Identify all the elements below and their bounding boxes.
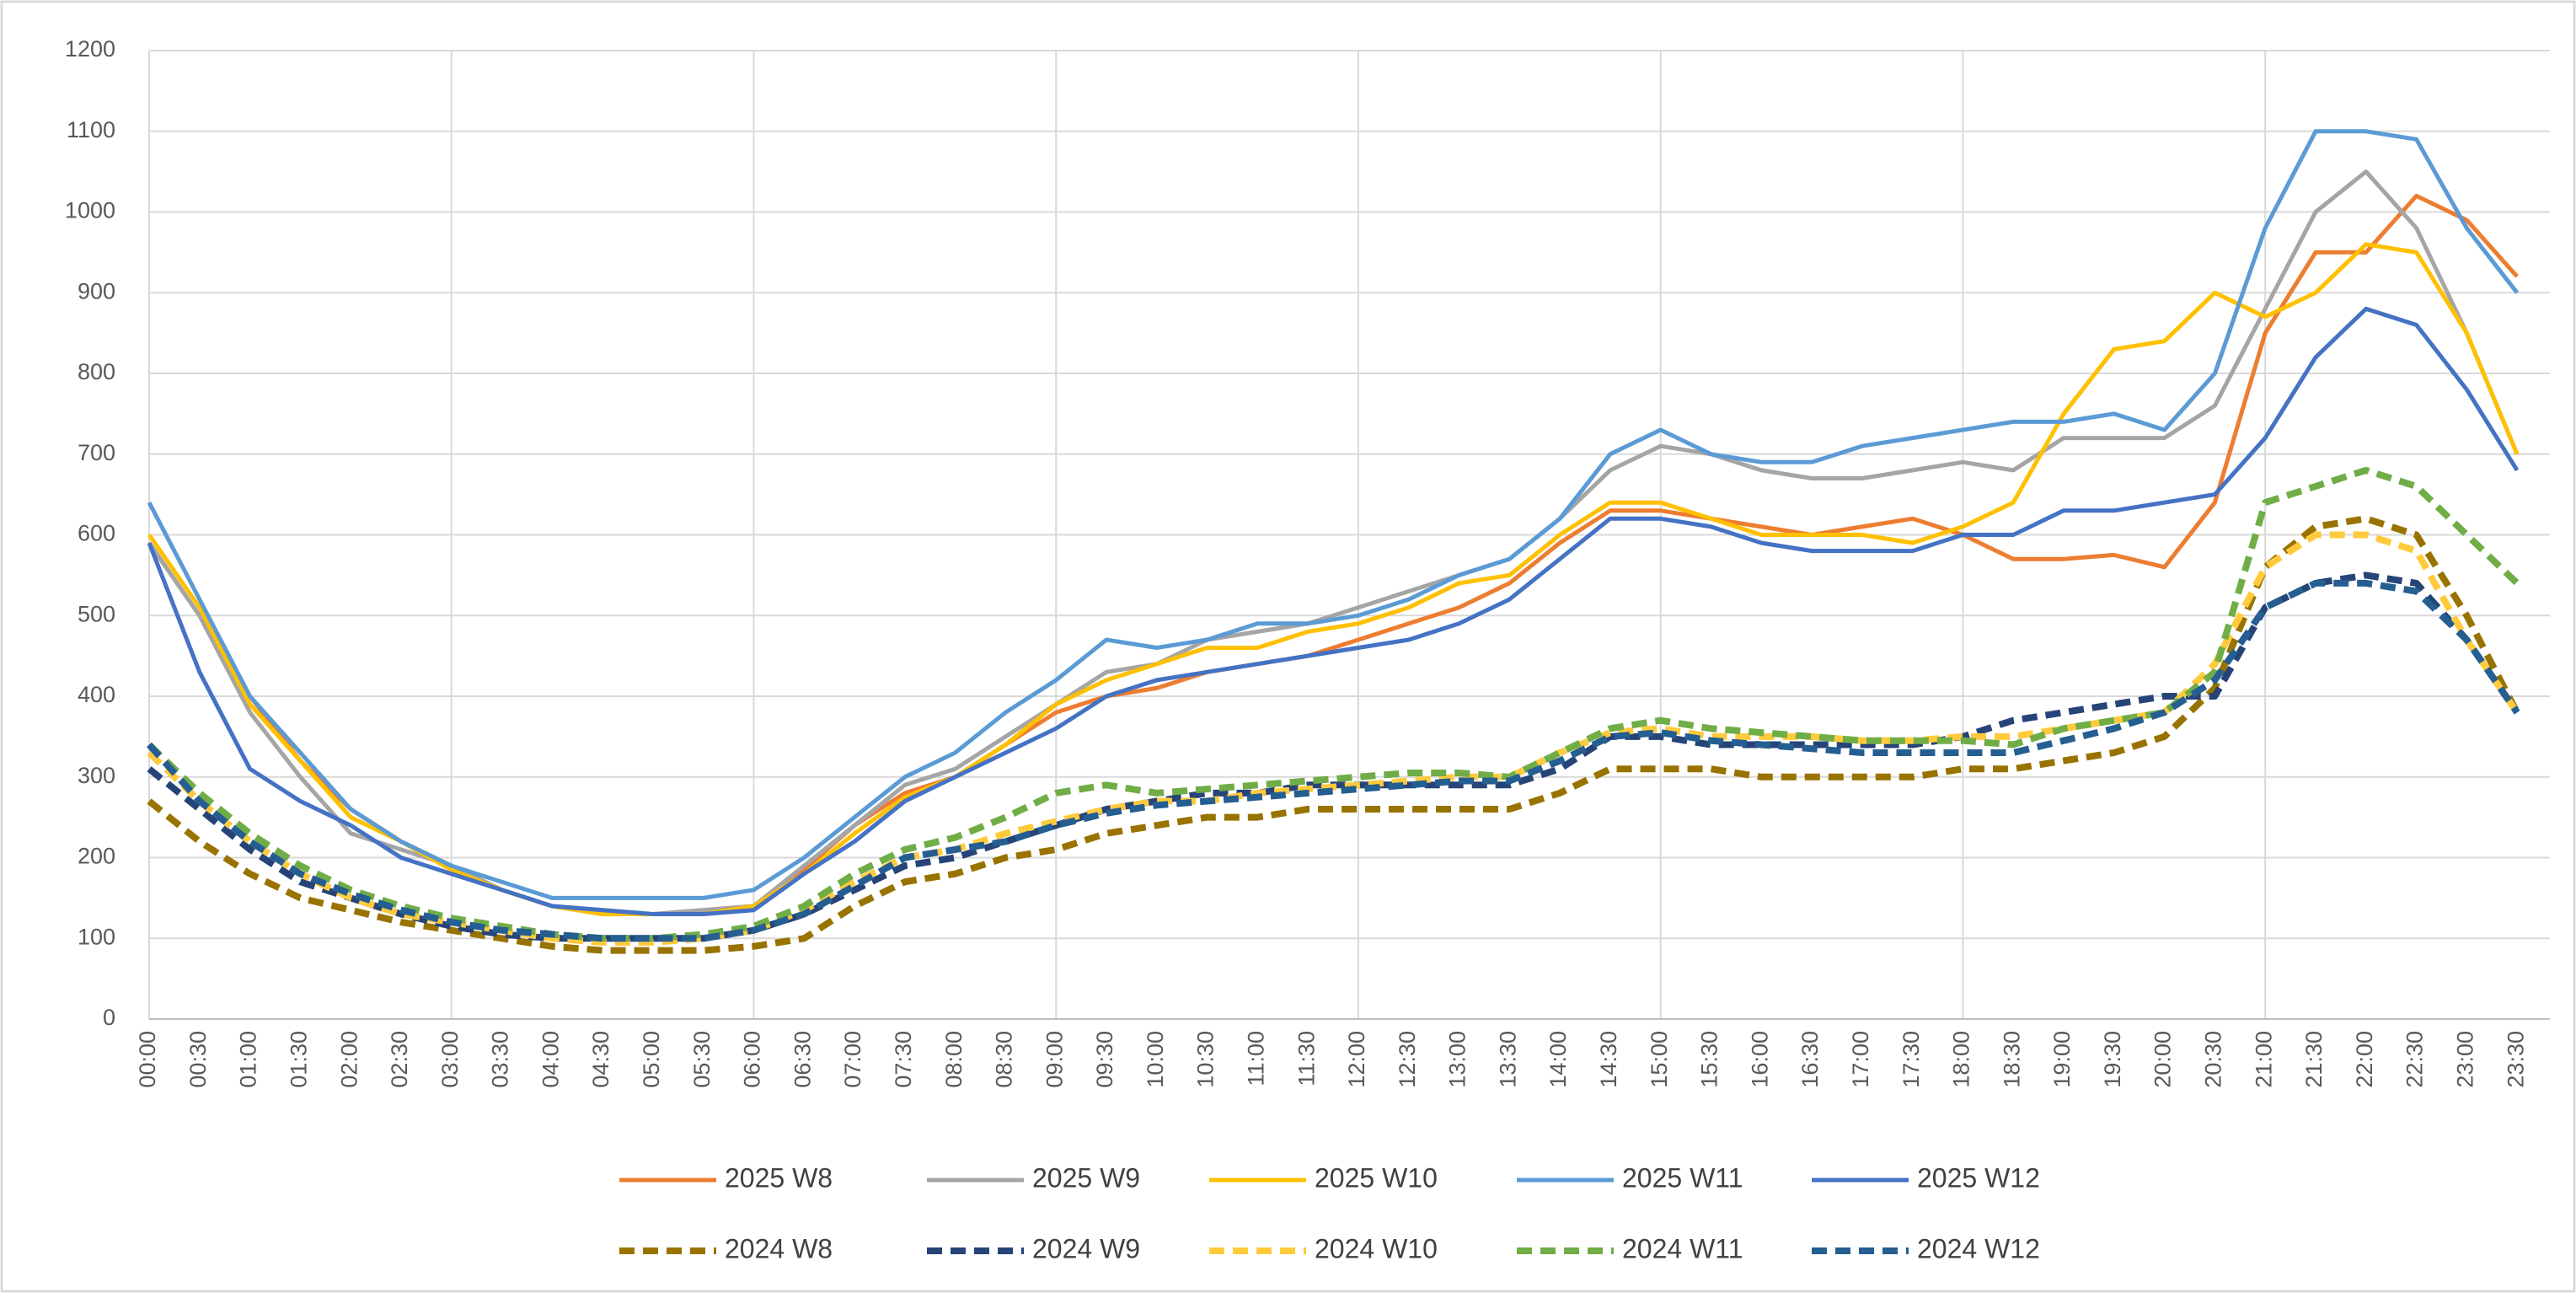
x-tick-label: 15:00 <box>1647 1031 1672 1088</box>
legend-label: 2025 W12 <box>1917 1162 2040 1193</box>
x-tick-label: 01:00 <box>236 1031 261 1088</box>
legend-label: 2025 W8 <box>725 1162 833 1193</box>
x-tick-label: 14:30 <box>1596 1031 1621 1088</box>
x-tick-label: 05:30 <box>689 1031 715 1088</box>
x-tick-label: 02:30 <box>387 1031 412 1088</box>
x-tick-label: 21:30 <box>2301 1031 2327 1088</box>
y-tick-label: 700 <box>78 440 115 465</box>
x-tick-label: 10:30 <box>1193 1031 1218 1088</box>
y-tick-label: 0 <box>103 1005 115 1030</box>
x-tick-label: 01:30 <box>286 1031 311 1088</box>
x-tick-label: 10:00 <box>1143 1031 1168 1088</box>
x-tick-label: 13:30 <box>1495 1031 1520 1088</box>
x-tick-label: 09:00 <box>1042 1031 1067 1088</box>
y-tick-label: 300 <box>78 763 115 788</box>
legend-label: 2025 W9 <box>1032 1162 1140 1193</box>
series-line <box>147 579 2520 942</box>
y-tick-label: 400 <box>78 682 115 707</box>
x-tick-label: 22:00 <box>2352 1031 2377 1088</box>
x-tick-label: 04:00 <box>538 1031 563 1088</box>
y-tick-label: 600 <box>78 521 115 546</box>
x-tick-label: 16:00 <box>1747 1031 1772 1088</box>
x-tick-label: 18:00 <box>1949 1031 1974 1088</box>
x-tick-label: 20:30 <box>2201 1031 2226 1088</box>
series-line <box>147 129 2520 900</box>
x-tick-label: 14:00 <box>1545 1031 1571 1088</box>
x-tick-label: 07:00 <box>840 1031 865 1088</box>
y-tick-label: 100 <box>78 924 115 949</box>
x-tick-label: 07:30 <box>891 1031 916 1088</box>
series-line <box>147 306 2520 916</box>
y-tick-label: 200 <box>78 844 115 869</box>
y-tick-label: 500 <box>78 601 115 626</box>
series-line <box>147 515 2520 954</box>
x-tick-label: 20:00 <box>2150 1031 2176 1088</box>
legend: 2025 W8 2025 W9 2025 W10 2025 W11 2025 W12 20… <box>619 1162 2040 1263</box>
x-tick-label: 12:30 <box>1395 1031 1420 1088</box>
y-tick-label: 800 <box>78 359 115 384</box>
x-tick-label: 08:00 <box>941 1031 967 1088</box>
x-tick-label: 08:30 <box>992 1031 1017 1088</box>
x-tick-label: 16:30 <box>1797 1031 1823 1088</box>
x-tick-label: 06:00 <box>740 1031 765 1088</box>
legend-label: 2024 W12 <box>1917 1233 2040 1263</box>
y-tick-label: 900 <box>78 278 115 303</box>
x-tick-label: 19:00 <box>2049 1031 2075 1088</box>
x-tick-label: 04:30 <box>588 1031 613 1088</box>
x-tick-label: 17:00 <box>1848 1031 1873 1088</box>
x-tick-label: 03:30 <box>488 1031 513 1088</box>
legend-label: 2024 W9 <box>1032 1233 1140 1263</box>
legend-label: 2024 W8 <box>725 1233 833 1263</box>
x-tick-label: 13:00 <box>1445 1031 1470 1088</box>
x-tick-label: 02:00 <box>336 1031 361 1088</box>
x-tick-label: 06:30 <box>790 1031 815 1088</box>
legend-label: 2025 W11 <box>1622 1162 1743 1193</box>
x-tick-label: 22:30 <box>2402 1031 2428 1088</box>
y-tick-label: 1000 <box>65 198 115 223</box>
x-tick-label: 23:30 <box>2503 1031 2528 1088</box>
x-tick-label: 12:00 <box>1344 1031 1369 1088</box>
y-tick-label: 1100 <box>67 117 115 142</box>
x-tick-label: 17:30 <box>1899 1031 1924 1088</box>
x-tick-label: 00:30 <box>185 1031 211 1088</box>
legend-label: 2024 W11 <box>1622 1233 1743 1263</box>
x-tick-label: 19:30 <box>2100 1031 2125 1088</box>
x-tick-label: 11:30 <box>1293 1031 1319 1086</box>
x-tick-label: 00:00 <box>135 1031 160 1088</box>
legend-label: 2025 W10 <box>1315 1162 1438 1193</box>
legend-label: 2024 W10 <box>1315 1233 1438 1263</box>
x-axis: 00:00 00:30 01:00 01:30 02:00 02:30 03:00 03:30… <box>135 1031 2528 1088</box>
lines <box>147 129 2520 954</box>
x-tick-label: 18:30 <box>1999 1031 2024 1088</box>
y-tick-label: 1200 <box>65 36 115 62</box>
x-tick-label: 15:30 <box>1697 1031 1722 1088</box>
x-tick-label: 05:00 <box>639 1031 664 1088</box>
x-tick-label: 11:00 <box>1244 1031 1269 1086</box>
x-tick-label: 23:00 <box>2452 1031 2477 1088</box>
x-tick-label: 21:00 <box>2251 1031 2276 1088</box>
grid: 0 100 200 300 400 500 600 700 800 900 1000 1100 1200 <box>65 36 2550 1030</box>
x-tick-label: 03:00 <box>437 1031 463 1088</box>
x-tick-label: 09:30 <box>1092 1031 1117 1088</box>
